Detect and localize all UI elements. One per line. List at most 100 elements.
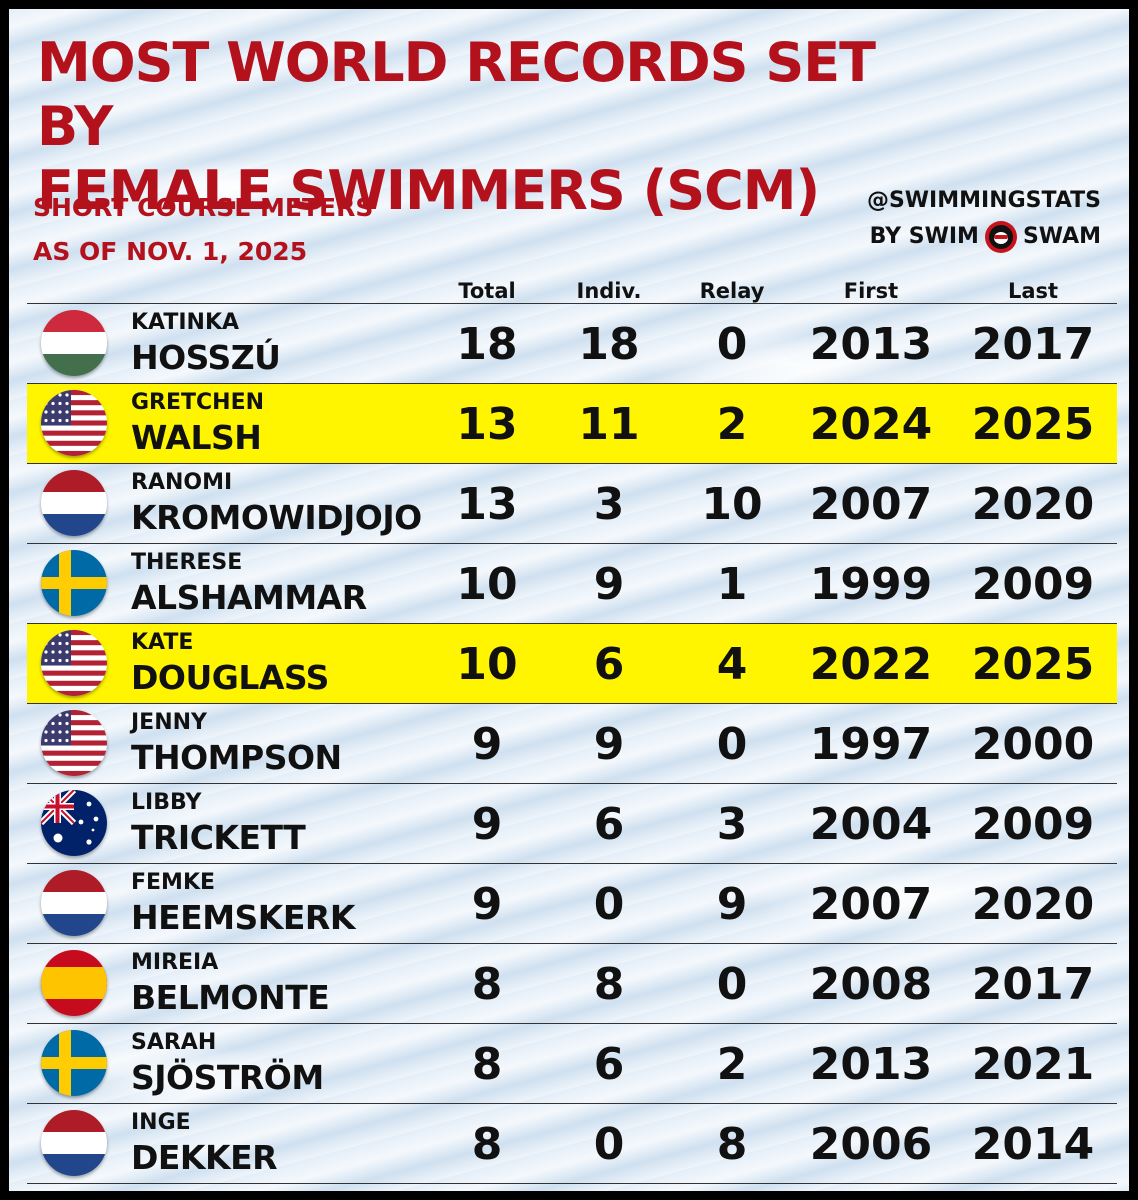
swimmer-last-name: SJÖSTRÖM [131,1058,324,1097]
total-records: 18 [456,319,518,370]
swimmer-last-name: ALSHAMMAR [131,578,367,617]
individual-records: 11 [578,399,640,450]
swimmer-last-name: DEKKER [131,1138,278,1177]
first-record-year: 2007 [809,479,933,530]
last-record-year: 2025 [971,399,1095,450]
title-line-2: FEMALE SWIMMERS (SCM) [37,159,820,222]
first-record-year: 2007 [809,879,933,930]
swimmer-first-name: INGE [131,1110,191,1135]
first-record-year: 2024 [809,399,933,450]
relay-records: 2 [716,399,748,450]
brand-swam: SWAM [1022,224,1101,249]
relay-records: 8 [716,1119,748,1170]
last-record-year: 2000 [971,719,1095,770]
relay-records: 2 [716,1039,748,1090]
last-record-year: 2017 [971,959,1095,1010]
column-header-first: First [843,279,899,303]
usa-flag-icon [41,630,107,696]
table-row: SARAH SJÖSTRÖM 8 6 2 2013 2021 [27,1024,1117,1104]
last-record-year: 2025 [971,639,1095,690]
last-record-year: 2009 [971,559,1095,610]
table-row: JENNY THOMPSON 9 9 0 1997 2000 [27,704,1117,784]
column-header-relay: Relay [699,279,765,303]
subtitle-course: SHORT COURSE METERS [33,193,374,222]
swimmer-last-name: THOMPSON [131,738,342,777]
total-records: 8 [471,1119,503,1170]
swimmer-last-name: WALSH [131,418,262,457]
individual-records: 9 [593,559,625,610]
total-records: 10 [456,639,518,690]
relay-records: 1 [716,559,748,610]
usa-flag-icon [41,710,107,776]
total-records: 13 [456,479,518,530]
spain-flag-icon [41,950,107,1016]
total-records: 13 [456,399,518,450]
brand-by-swim: BY SWIM [869,224,979,249]
netherlands-flag-icon [41,1110,107,1176]
relay-records: 9 [716,879,748,930]
netherlands-flag-icon [41,470,107,536]
total-records: 10 [456,559,518,610]
column-header-total: Total [458,279,516,303]
table-row: RANOMI KROMOWIDJOJO 13 3 10 2007 2020 [27,464,1117,544]
title-line-1: MOST WORLD RECORDS SET BY [37,31,876,158]
individual-records: 0 [593,1119,625,1170]
total-records: 9 [471,799,503,850]
first-record-year: 2022 [809,639,933,690]
swimmer-first-name: KATINKA [131,310,240,335]
graphic-frame: MOST WORLD RECORDS SET BY FEMALE SWIMMER… [6,6,1132,1194]
swimmer-first-name: LIBBY [131,790,202,815]
subtitle-date: AS OF NOV. 1, 2025 [33,237,308,266]
total-records: 9 [471,719,503,770]
individual-records: 6 [593,799,625,850]
hungary-flag-icon [41,310,107,376]
last-record-year: 2014 [971,1119,1095,1170]
table-row: THERESE ALSHAMMAR 10 9 1 1999 2009 [27,544,1117,624]
individual-records: 0 [593,879,625,930]
last-record-year: 2021 [971,1039,1095,1090]
first-record-year: 2008 [809,959,933,1010]
table-row: INGE DEKKER 8 0 8 2006 2014 [27,1104,1117,1184]
swimmer-first-name: THERESE [131,550,243,575]
netherlands-flag-icon [41,870,107,936]
swimmer-last-name: DOUGLASS [131,658,329,697]
australia-flag-icon [41,790,107,856]
swimmer-last-name: BELMONTE [131,978,330,1017]
brand-credit: @SWIMMINGSTATS BY SWIM SWAM [867,183,1101,255]
first-record-year: 2006 [809,1119,933,1170]
relay-records: 4 [716,639,748,690]
table-row: GRETCHEN WALSH 13 11 2 2024 2025 [27,384,1117,464]
relay-records: 0 [716,319,748,370]
column-header-indiv: Indiv. [576,279,642,303]
last-record-year: 2009 [971,799,1095,850]
total-records: 8 [471,959,503,1010]
page-title: MOST WORLD RECORDS SET BY FEMALE SWIMMER… [37,31,897,223]
individual-records: 18 [578,319,640,370]
swimswam-logo-icon [984,221,1017,253]
individual-records: 6 [593,639,625,690]
first-record-year: 1999 [809,559,933,610]
last-record-year: 2017 [971,319,1095,370]
total-records: 8 [471,1039,503,1090]
brand-handle: @SWIMMINGSTATS [866,188,1101,213]
usa-flag-icon [41,390,107,456]
sweden-flag-icon [41,550,107,616]
table-row: LIBBY TRICKETT 9 6 3 2004 2009 [27,784,1117,864]
swimmer-last-name: TRICKETT [131,818,306,857]
table-row: KATE DOUGLASS 10 6 4 2022 2025 [27,624,1117,704]
relay-records: 0 [716,959,748,1010]
first-record-year: 1997 [809,719,933,770]
relay-records: 10 [701,479,763,530]
relay-records: 3 [716,799,748,850]
last-record-year: 2020 [971,879,1095,930]
table-row: KATINKA HOSSZÚ 18 18 0 2013 2017 [27,304,1117,384]
records-table: KATINKA HOSSZÚ 18 18 0 2013 2017 GRETCHE… [27,303,1117,1184]
last-record-year: 2020 [971,479,1095,530]
swimmer-last-name: KROMOWIDJOJO [131,498,422,537]
swimmer-first-name: MIREIA [131,950,219,975]
swimmer-last-name: HOSSZÚ [131,338,281,377]
table-row: FEMKE HEEMSKERK 9 0 9 2007 2020 [27,864,1117,944]
table-row: MIREIA BELMONTE 8 8 0 2008 2017 [27,944,1117,1024]
swimmer-first-name: KATE [131,630,194,655]
relay-records: 0 [716,719,748,770]
